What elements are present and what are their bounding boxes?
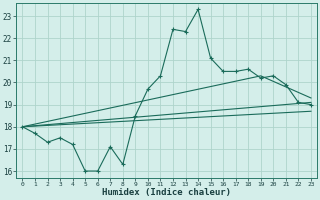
- X-axis label: Humidex (Indice chaleur): Humidex (Indice chaleur): [102, 188, 231, 197]
